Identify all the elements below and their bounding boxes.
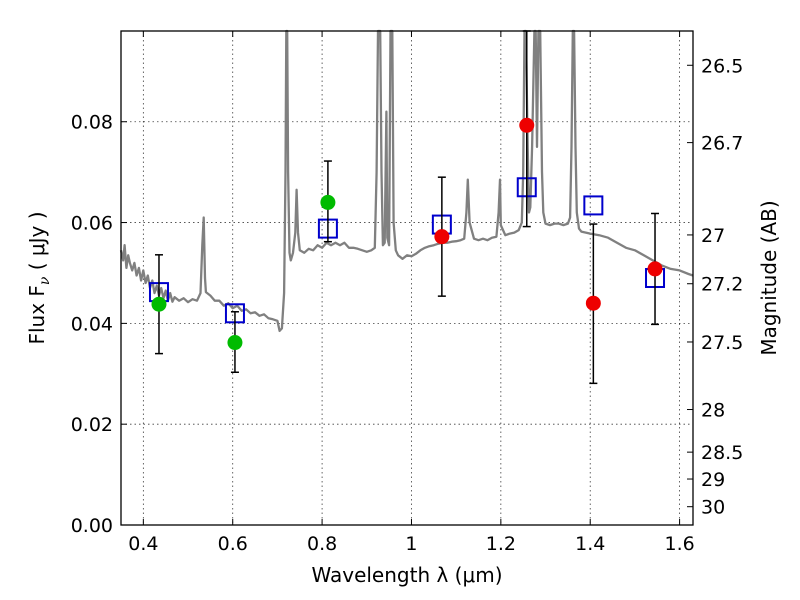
plot-frame	[120, 30, 694, 526]
observed-point	[647, 261, 663, 277]
x-tick-label: 0.8	[307, 533, 337, 555]
y-label-subscript: ν	[37, 276, 53, 285]
y-axis-left: 0.00 0.02 0.04 0.06 0.08	[71, 112, 127, 537]
right-tick-label: 26.7	[701, 133, 743, 155]
y-tick-label: 0.08	[71, 112, 113, 134]
observed-point	[434, 229, 450, 245]
y-tick-label: 0.06	[71, 213, 113, 235]
observed-point	[227, 335, 243, 351]
model-sed-layer	[119, 29, 694, 333]
x-tick-label: 0.6	[218, 533, 248, 555]
observed-point	[585, 295, 601, 311]
right-tick-label: 28	[701, 400, 725, 422]
model-sed-line	[119, 29, 694, 333]
y-tick-label: 0.04	[71, 313, 113, 335]
y-tick-label: 0.00	[71, 515, 113, 537]
right-tick-label: 28.5	[701, 442, 743, 464]
y-tick-label: 0.02	[71, 414, 113, 436]
observed-point	[519, 117, 535, 133]
observed-point	[151, 296, 167, 312]
x-axis: 0.4 0.6 0.8 1 1.2 1.4 1.6	[128, 31, 695, 555]
right-tick-label: 27.2	[701, 274, 743, 296]
x-tick-label: 1.6	[664, 533, 694, 555]
grid	[121, 31, 693, 525]
x-tick-label: 1.2	[486, 533, 516, 555]
y-axis-right-label: Magnitude (AB)	[757, 200, 781, 355]
right-tick-label: 27	[701, 225, 725, 247]
observed-points-layer	[151, 117, 663, 351]
right-tick-label: 30	[701, 497, 725, 519]
y-axis-left-label: Flux Fν ( μJy )	[25, 211, 53, 344]
x-tick-label: 1.4	[575, 533, 605, 555]
y-axis-right: 26.5 26.7 27 27.2 27.5 28 28.5 29 30	[687, 55, 743, 519]
right-tick-label: 27.5	[701, 332, 743, 354]
x-tick-label: 0.4	[128, 533, 158, 555]
right-tick-label: 29	[701, 469, 725, 491]
x-tick-label: 1	[405, 533, 417, 555]
right-tick-label: 26.5	[701, 55, 743, 77]
y-label-prefix: Flux F	[25, 285, 49, 344]
observed-point	[320, 194, 336, 210]
model-photometry-square	[583, 195, 604, 216]
x-axis-label: Wavelength λ (μm)	[311, 563, 502, 587]
y-label-suffix: ( μJy )	[25, 211, 49, 276]
